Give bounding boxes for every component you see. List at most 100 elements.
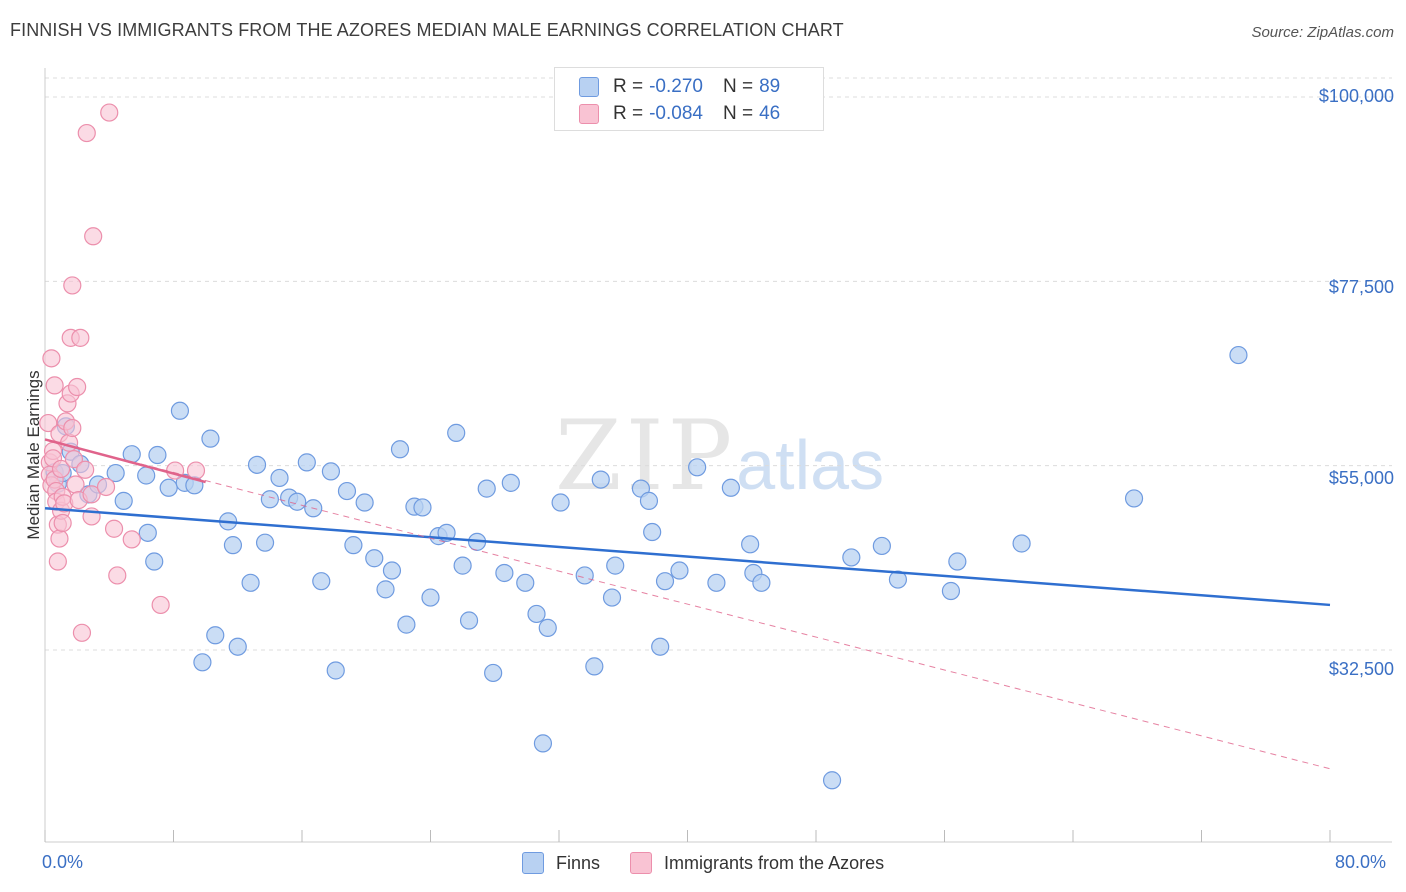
finns-point	[247, 455, 267, 474]
finns-point	[872, 536, 891, 556]
azores-point	[39, 413, 58, 433]
azores-point	[53, 513, 72, 533]
finns-point	[344, 536, 363, 555]
finns-point	[288, 492, 307, 511]
azores-point	[186, 461, 206, 480]
legend-item-azores[interactable]: Immigrants from the Azores	[630, 852, 884, 874]
finns-point	[255, 533, 275, 552]
finns-point	[390, 440, 410, 459]
finns-point	[148, 445, 167, 465]
azores-point	[84, 227, 103, 246]
y-tick-label: $55,000	[1328, 468, 1394, 488]
azores-point	[151, 595, 170, 615]
finns-point	[670, 561, 689, 580]
finns-point	[527, 604, 546, 624]
azores-point	[68, 377, 87, 397]
finns-point	[606, 556, 625, 575]
azores-point	[51, 459, 71, 479]
azores-point	[63, 276, 82, 295]
finns-point	[822, 771, 842, 790]
finns-point	[459, 611, 479, 630]
x-tick-label-min: 0.0%	[42, 852, 84, 872]
azores-point	[77, 123, 96, 143]
r-value: -0.084	[649, 103, 703, 124]
finns-point	[337, 481, 357, 501]
finns-point	[602, 588, 622, 607]
finns-point	[639, 491, 659, 510]
azores-point	[72, 623, 92, 642]
finns-point	[651, 637, 670, 656]
x-tick-label-max: 80.0%	[1335, 852, 1387, 872]
finns-point	[575, 566, 594, 585]
r-label: R =	[613, 76, 644, 97]
legend-row-finns: R = -0.270 N = 89	[579, 75, 780, 99]
azores-point	[122, 530, 141, 549]
legend-label: Immigrants from the Azores	[664, 852, 885, 873]
finns-point	[643, 522, 662, 542]
finns-point	[114, 491, 133, 510]
finns-point	[495, 563, 514, 583]
finns-point	[453, 556, 472, 575]
finns-swatch	[579, 77, 599, 97]
finns-point	[1124, 489, 1144, 508]
finns-point	[312, 572, 331, 591]
finns-point	[516, 573, 535, 592]
azores-point	[104, 519, 124, 538]
finns-point	[270, 468, 289, 488]
finns-point	[421, 588, 440, 607]
azores-point	[48, 552, 67, 571]
finns-point	[321, 462, 341, 481]
finns-point	[170, 401, 190, 420]
finns-point	[138, 523, 157, 542]
r-value: -0.270	[649, 76, 703, 97]
finns-point	[413, 498, 432, 517]
finns-point	[260, 490, 279, 509]
azores-swatch	[579, 104, 599, 124]
finns-point	[355, 493, 374, 512]
finns-point	[206, 626, 225, 645]
finns-point	[201, 429, 220, 448]
azores-point	[76, 460, 95, 479]
azores-point	[42, 349, 61, 368]
finns-point	[477, 479, 496, 498]
finns-point	[365, 549, 384, 568]
chart-title: FINNISH VS IMMIGRANTS FROM THE AZORES ME…	[10, 20, 844, 40]
finns-point	[533, 734, 553, 753]
finns-point	[501, 473, 520, 492]
finns-point	[228, 637, 247, 656]
finns-point	[1012, 534, 1031, 553]
n-label: N =	[722, 103, 754, 124]
finns-point	[1229, 345, 1248, 365]
azores-point	[82, 485, 101, 504]
finns-point	[741, 535, 760, 554]
azores-point	[100, 103, 119, 122]
finns-point	[888, 570, 908, 589]
finns-point	[145, 552, 164, 571]
finns-point	[376, 580, 395, 599]
finns-swatch	[522, 852, 544, 874]
finns-point	[241, 573, 260, 592]
finns-point	[223, 536, 243, 555]
finns-point	[382, 561, 402, 580]
azores-point	[66, 475, 85, 494]
finns-point	[326, 661, 345, 680]
finns-point	[585, 657, 604, 676]
finns-point	[721, 478, 740, 497]
azores-point	[63, 418, 82, 438]
azores-point	[64, 450, 84, 469]
finns-point	[193, 653, 212, 672]
azores-trend-line	[44, 438, 206, 484]
azores-point	[50, 529, 69, 548]
legend-item-finns[interactable]: Finns	[522, 852, 600, 874]
y-tick-label: $32,500	[1328, 659, 1394, 679]
source-label: Source: ZipAtlas.com	[1251, 24, 1394, 41]
azores-swatch	[630, 852, 653, 874]
n-value: 89	[759, 76, 781, 97]
finns-point	[106, 463, 125, 483]
legend-label: Finns	[556, 852, 601, 873]
azores-point	[45, 376, 64, 395]
y-tick-label: $100,000	[1318, 86, 1394, 106]
finns-point	[707, 573, 726, 592]
azores-trend-line-dashed	[44, 438, 1331, 770]
